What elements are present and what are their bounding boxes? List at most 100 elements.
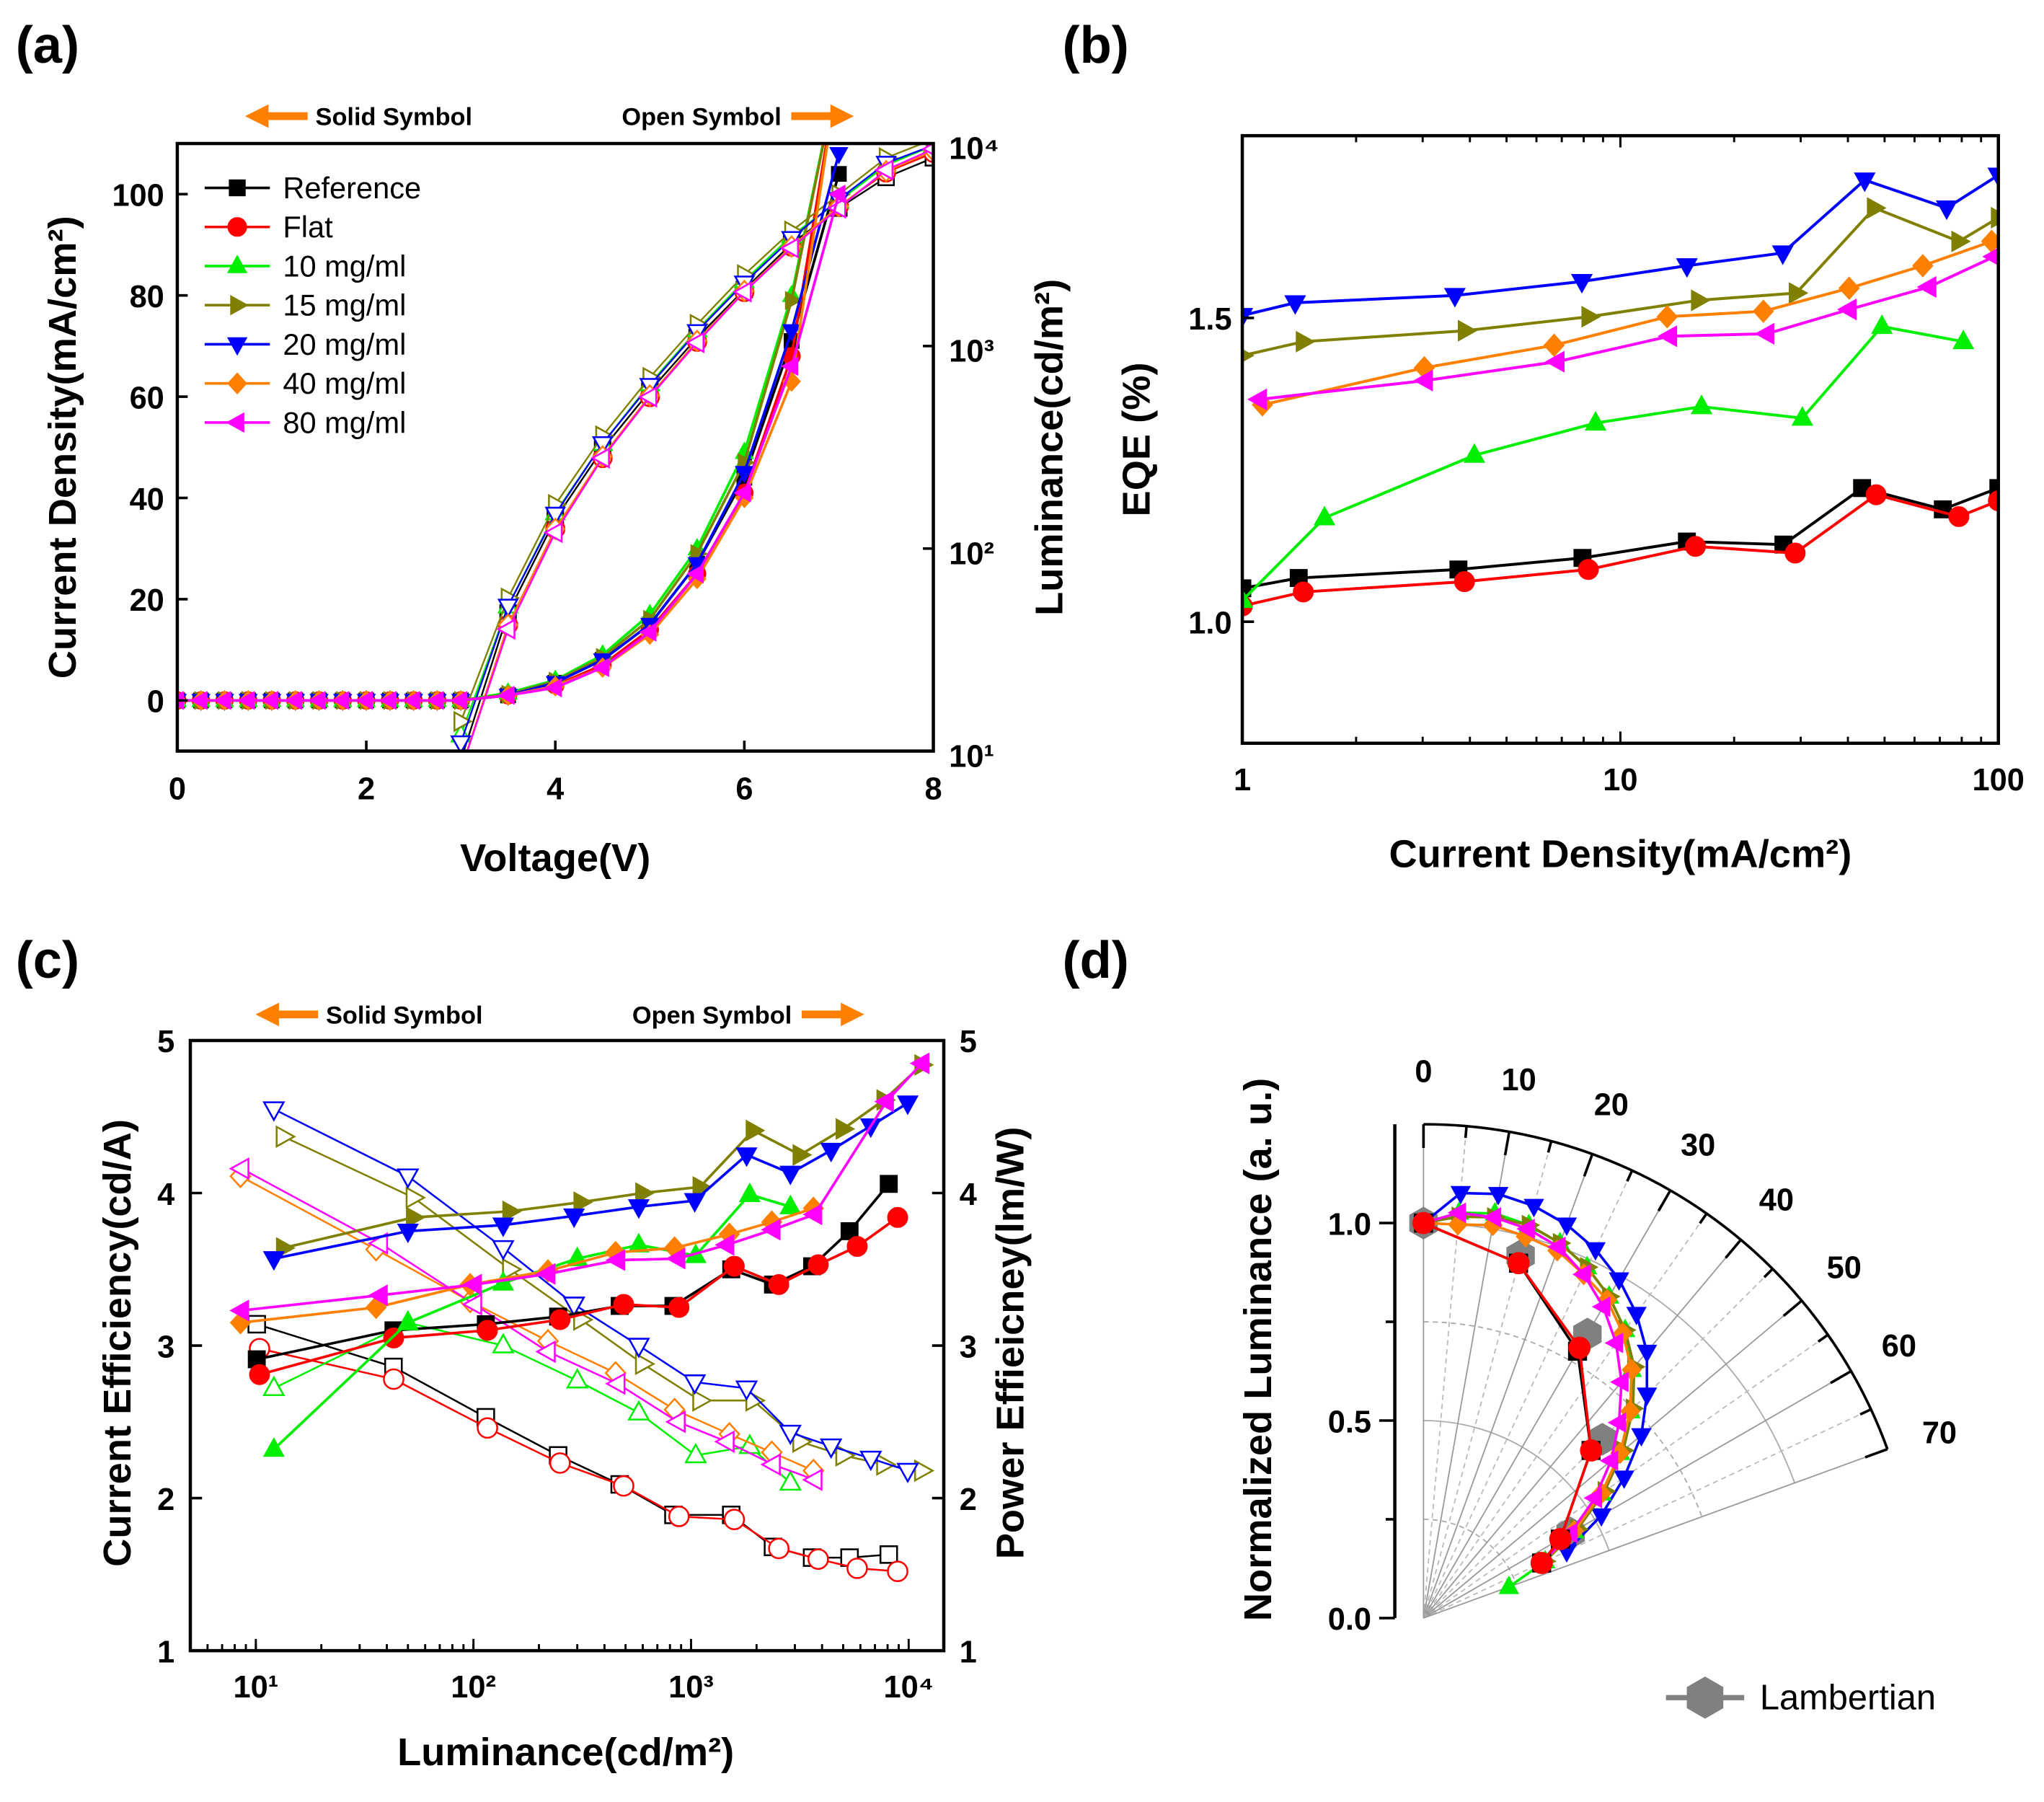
current-density-point-80-mg-ml — [639, 622, 657, 642]
x-axis-title: Luminance(cd/m²) — [397, 1731, 734, 1774]
eqe-point-15-mg-ml — [1789, 282, 1809, 304]
luminance-point-80-mg-ml — [874, 159, 894, 181]
eqe-point-80-mg-ml — [1836, 299, 1857, 321]
theta-tick — [1763, 1268, 1774, 1278]
y2-tick-label: 10² — [949, 536, 994, 571]
eqe-point-15-mg-ml — [1991, 206, 1999, 229]
power-efficiency-point-15-mg-ml — [634, 1352, 656, 1376]
eqe-point-80-mg-ml — [1657, 325, 1678, 348]
eqe-point-10-mg-ml — [1690, 394, 1713, 415]
luminance-point-40-mg-ml — [451, 761, 469, 781]
power-efficiency-point-flat — [613, 1475, 634, 1497]
y-tick-label: 80 — [130, 280, 164, 314]
angular-point-80-mg-ml — [1599, 1450, 1619, 1471]
eqe-line-80-mg-ml — [1259, 255, 1996, 401]
current-efficiency-point-20-mg-ml — [779, 1165, 802, 1185]
luminance-line-80-mg-ml — [466, 148, 934, 751]
angular-point-20-mg-ml — [1585, 1242, 1606, 1261]
power-efficiency-point-20-mg-ml — [562, 1297, 585, 1317]
eqe-point-40-mg-ml — [1543, 333, 1565, 358]
angular-point-80-mg-ml — [1547, 1236, 1566, 1258]
eqe-point-20-mg-ml — [1443, 288, 1466, 308]
x-tick-label: 100 — [1973, 763, 2025, 798]
angular-point-10-mg-ml — [1498, 1576, 1519, 1594]
power-efficiency-point-80-mg-ml — [665, 1410, 686, 1434]
theta-tick — [1782, 1299, 1803, 1317]
eqe-point-10-mg-ml — [1871, 314, 1893, 335]
power-efficiency-point-20-mg-ml — [492, 1240, 515, 1261]
eqe-point-80-mg-ml — [1247, 388, 1267, 410]
angular-point-flat — [1580, 1439, 1603, 1462]
current-density-point-20-mg-ml — [735, 466, 754, 484]
panel-c-solid-arrow-left-icon — [255, 1002, 319, 1027]
current-density-point-80-mg-ml — [781, 356, 799, 376]
current-efficiency-point-flat — [887, 1206, 908, 1228]
r-tick-label: 0.5 — [1328, 1405, 1371, 1439]
power-efficiency-point-20-mg-ml — [819, 1438, 843, 1459]
current-density-point-80-mg-ml — [355, 691, 373, 710]
y2-tick-label: 10¹ — [949, 739, 994, 774]
eqe-point-15-mg-ml — [1691, 289, 1711, 312]
y-axis-title: EQE (%) — [1115, 362, 1159, 516]
power-efficiency-point-10-mg-ml — [779, 1470, 802, 1491]
current-density-point-80-mg-ml — [686, 564, 704, 584]
y2-axis-title: Luminance(cd/m²) — [1028, 279, 1071, 616]
current-density-point-80-mg-ml — [237, 691, 255, 710]
legend-marker-lambertian — [1686, 1676, 1724, 1719]
current-efficiency-point-80-mg-ml — [665, 1247, 686, 1270]
x-tick-label: 1 — [1234, 763, 1251, 798]
angular-point-80-mg-ml — [1447, 1202, 1466, 1223]
current-efficiency-line-20-mg-ml — [273, 1102, 908, 1260]
power-efficiency-point-20-mg-ml — [859, 1450, 882, 1472]
y-tick-label: 1.5 — [1188, 302, 1231, 337]
theta-tick — [1657, 1189, 1672, 1212]
x-tick-label: 10² — [451, 1670, 496, 1705]
eqe-point-20-mg-ml — [1987, 167, 1999, 187]
y-tick-label: 100 — [112, 179, 164, 213]
power-efficiency-point-flat — [549, 1452, 571, 1474]
angular-point-80-mg-ml — [1591, 1296, 1611, 1317]
eqe-line-20-mg-ml — [1242, 174, 1999, 317]
eqe-point-15-mg-ml — [1457, 319, 1478, 342]
current-efficiency-point-15-mg-ml — [836, 1118, 856, 1140]
luminance-point-20-mg-ml — [450, 735, 472, 751]
power-efficiency-point-20-mg-ml — [779, 1424, 802, 1446]
eqe-point-10-mg-ml — [1242, 588, 1254, 609]
luminance-point-80-mg-ml — [637, 386, 658, 408]
x-tick-label: 10³ — [668, 1670, 714, 1705]
y2-tick-label: 3 — [960, 1330, 977, 1364]
angular-point-20-mg-ml — [1450, 1185, 1472, 1205]
power-efficiency-point-80-mg-ml — [535, 1340, 556, 1364]
current-density-point-80-mg-ml — [261, 691, 279, 710]
eqe-point-10-mg-ml — [1463, 443, 1486, 463]
current-efficiency-point-10-mg-ml — [738, 1182, 761, 1203]
legend-label-lambertian: Lambertian — [1760, 1678, 1936, 1717]
angular-point-20-mg-ml — [1614, 1470, 1634, 1489]
theta-tick — [1583, 1153, 1594, 1177]
angular-point-20-mg-ml — [1523, 1198, 1544, 1218]
current-density-point-80-mg-ml — [379, 691, 397, 710]
current-density-point-80-mg-ml — [733, 483, 751, 503]
legend-label-flat: Flat — [283, 210, 333, 244]
polar-grid-spoke — [1423, 1448, 1888, 1619]
current-efficiency-point-15-mg-ml — [635, 1182, 655, 1204]
power-efficiency-point-80-mg-ml — [605, 1372, 626, 1395]
current-density-point-40-mg-ml — [831, 58, 848, 77]
current-efficiency-point-20-mg-ml — [492, 1217, 515, 1237]
angular-point-flat — [1507, 1252, 1530, 1275]
current-efficiency-point-flat — [768, 1273, 789, 1295]
legend-label-80-mg-ml: 80 mg/ml — [283, 405, 406, 439]
y-tick-label: 2 — [157, 1483, 174, 1517]
power-efficiency-line-10-mg-ml — [273, 1321, 792, 1484]
panel-a-open-arrow-right-icon — [791, 104, 854, 128]
polar-grid-arc — [1423, 1519, 1517, 1585]
luminance-point-80-mg-ml — [779, 237, 800, 259]
y-tick-label: 3 — [157, 1330, 174, 1364]
current-efficiency-point-10-mg-ml — [397, 1310, 419, 1330]
panel-c-solid-symbol-note: Solid Symbol — [326, 1002, 483, 1029]
power-efficiency-point-20-mg-ml — [262, 1101, 286, 1122]
y-tick-label: 4 — [157, 1178, 174, 1212]
eqe-point-15-mg-ml — [1581, 306, 1601, 328]
current-efficiency-point-80-mg-ml — [714, 1234, 735, 1256]
